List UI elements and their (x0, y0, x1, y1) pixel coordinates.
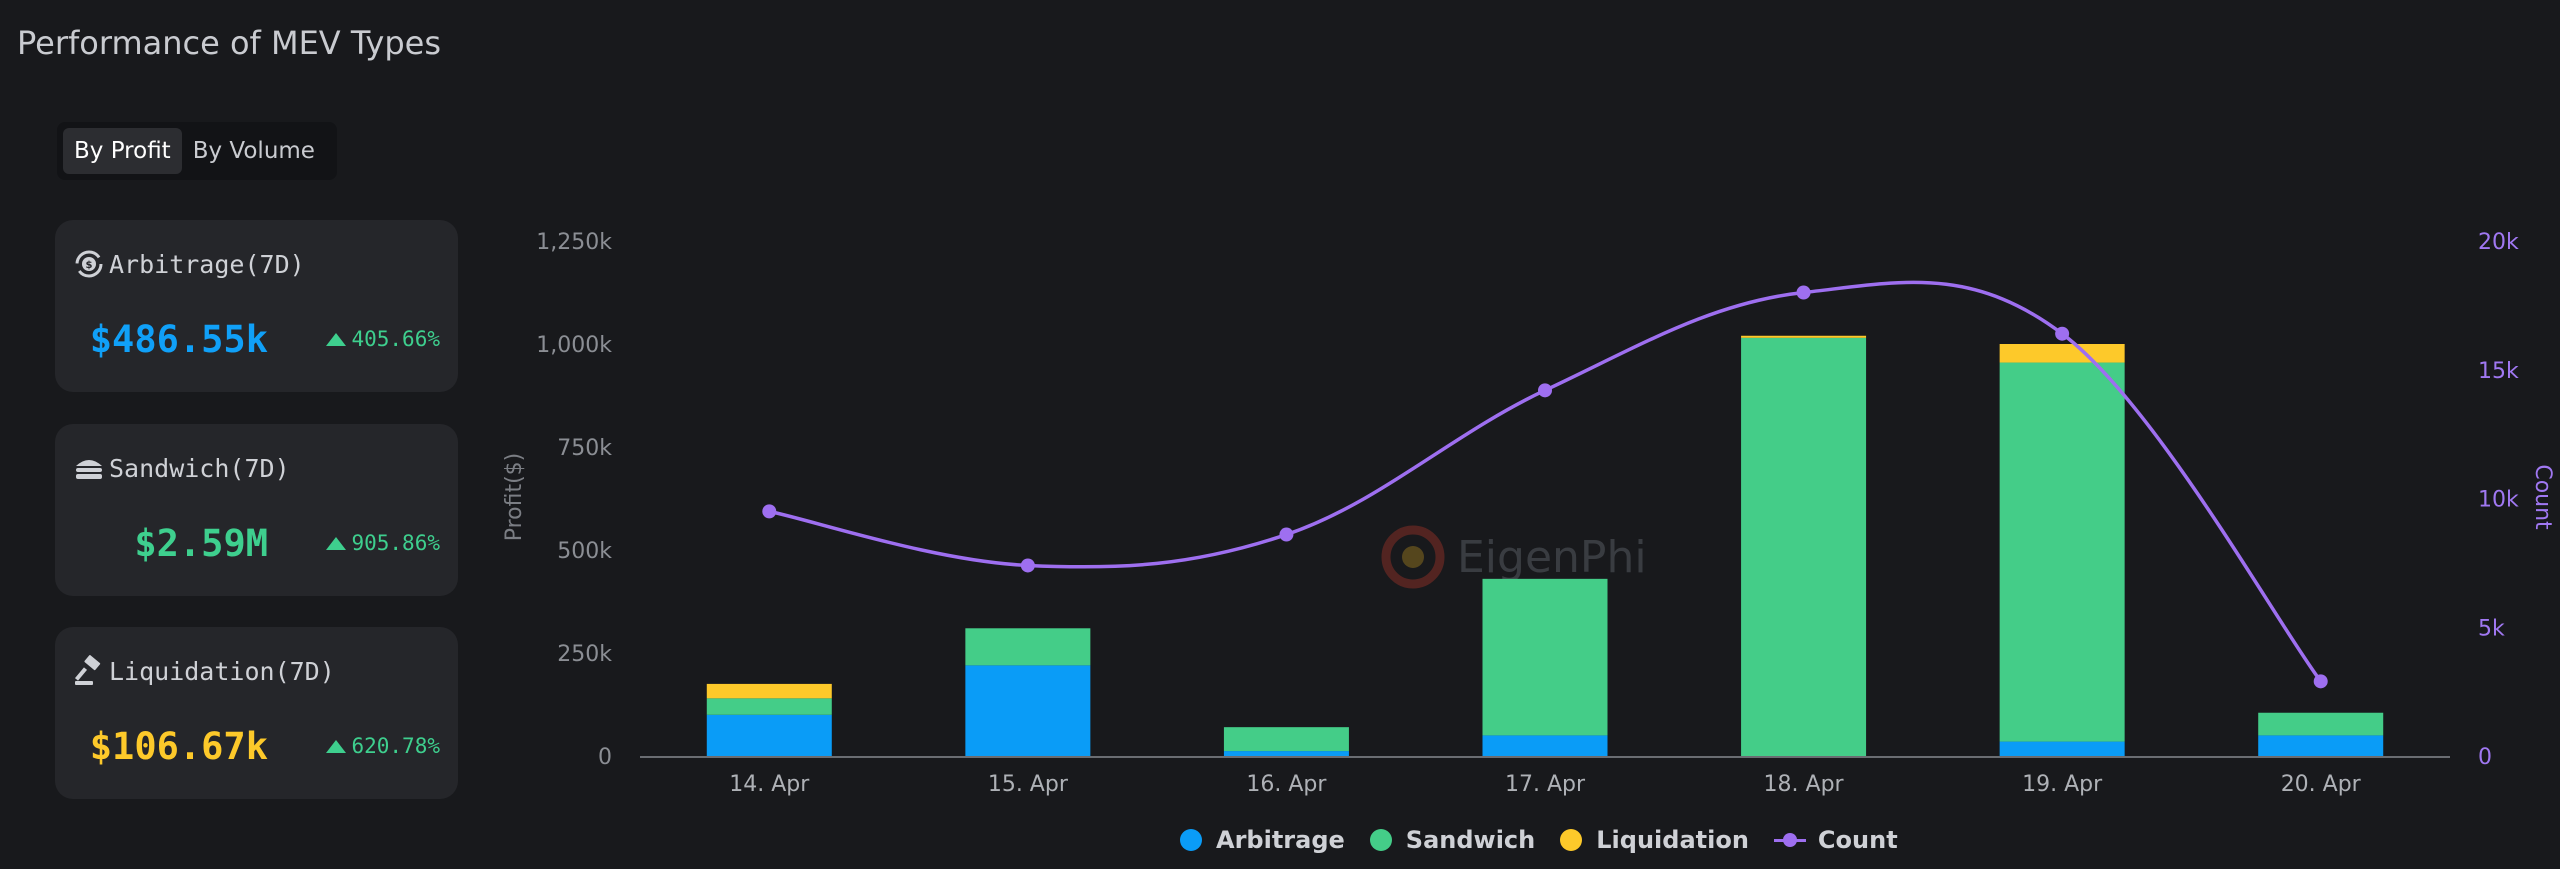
x-tick-label: 19. Apr (2022, 772, 2103, 797)
y2-tick-label: 20k (2478, 230, 2519, 255)
bar-liquidation (1999, 344, 2125, 363)
y2-tick-label: 10k (2478, 488, 2519, 513)
x-tick-label: 17. Apr (1505, 772, 1586, 797)
gavel-icon (73, 655, 105, 687)
count-point (1538, 383, 1552, 398)
bar-liquidation (706, 683, 832, 699)
y-tick-label: 0 (598, 745, 612, 770)
legend-item-sandwich[interactable]: Sandwich (1369, 826, 1536, 854)
count-point (1796, 285, 1811, 300)
legend-label: Liquidation (1596, 826, 1749, 854)
y2-axis-title: Count (2530, 464, 2555, 530)
y-tick-label: 250k (557, 642, 612, 667)
card-value: $2.59M (134, 522, 268, 565)
legend-label: Arbitrage (1216, 826, 1345, 854)
bar-arbitrage (706, 714, 832, 756)
bar-liquidation (1741, 335, 1867, 338)
card-change: 620.78% (326, 734, 440, 758)
chart-legend: Arbitrage Sandwich Liquidation Count (1180, 826, 1923, 854)
y-tick-label: 500k (557, 539, 612, 564)
sandwich-icon (73, 452, 105, 484)
y-axis-title: Profit($) (502, 453, 527, 542)
card-value: $106.67k (89, 725, 268, 768)
change-percent: 905.86% (351, 531, 440, 555)
x-tick-label: 18. Apr (1764, 772, 1845, 797)
y-tick-label: 1,250k (536, 230, 612, 255)
bar-sandwich (965, 628, 1091, 666)
legend-dot (1369, 829, 1392, 851)
bar-arbitrage (2258, 735, 2384, 756)
view-toggle: By Profit By Volume (57, 122, 337, 180)
legend-item-count[interactable]: Count (1773, 826, 1898, 854)
arrow-up-icon (326, 536, 347, 550)
bar-sandwich (706, 698, 832, 715)
legend-item-arbitrage[interactable]: Arbitrage (1180, 826, 1345, 854)
x-tick-label: 20. Apr (2281, 772, 2362, 797)
arbitrage-card: $ Arbitrage(7D) $486.55k 405.66% (55, 220, 458, 392)
count-point (1020, 558, 1035, 573)
svg-text:$: $ (86, 260, 93, 271)
x-tick-label: 14. Apr (729, 772, 810, 797)
legend-item-liquidation[interactable]: Liquidation (1560, 826, 1749, 854)
page-title: Performance of MEV Types (17, 24, 442, 62)
bar-sandwich (1741, 337, 1867, 756)
count-point (2055, 326, 2070, 341)
y-tick-label: 750k (557, 436, 612, 461)
y2-tick-label: 15k (2478, 359, 2519, 384)
x-tick-label: 16. Apr (1246, 772, 1327, 797)
arbitrage-icon: $ (73, 248, 105, 280)
y-tick-label: 1,000k (536, 333, 612, 358)
y2-tick-label: 0 (2478, 745, 2492, 770)
count-point (2313, 674, 2328, 689)
tab-by-volume[interactable]: By Volume (192, 138, 315, 164)
arrow-up-icon (326, 739, 347, 753)
bar-sandwich (1223, 727, 1349, 752)
bar-arbitrage (1999, 741, 2125, 756)
legend-line-marker (1773, 829, 1806, 851)
sandwich-card: Sandwich(7D) $2.59M 905.86% (55, 424, 458, 596)
bar-sandwich (1999, 362, 2125, 742)
legend-label: Count (1817, 826, 1898, 854)
count-point (1279, 527, 1294, 542)
watermark-logo (1381, 525, 1445, 589)
change-percent: 405.66% (351, 327, 440, 351)
liquidation-card: Liquidation(7D) $106.67k 620.78% (55, 627, 458, 799)
arrow-up-icon (326, 332, 347, 346)
bar-sandwich (1482, 578, 1608, 736)
card-change: 905.86% (326, 531, 440, 555)
x-tick-label: 15. Apr (988, 772, 1069, 797)
legend-dot (1180, 829, 1202, 851)
bar-arbitrage (1482, 735, 1608, 756)
legend-dot (1560, 829, 1583, 851)
card-label: Liquidation(7D) (109, 656, 335, 686)
legend-label: Sandwich (1405, 826, 1536, 854)
card-label: Sandwich(7D) (109, 453, 290, 483)
card-change: 405.66% (326, 327, 440, 351)
card-value: $486.55k (89, 318, 268, 361)
bar-arbitrage (965, 665, 1091, 756)
change-percent: 620.78% (351, 734, 440, 758)
y2-tick-label: 5k (2478, 616, 2505, 641)
tab-by-profit[interactable]: By Profit (63, 128, 182, 174)
bar-sandwich (2258, 712, 2384, 736)
count-point (762, 504, 777, 519)
watermark-text: EigenPhi (1457, 532, 1647, 583)
bar-arbitrage (1223, 751, 1349, 756)
card-label: Arbitrage(7D) (109, 249, 305, 279)
